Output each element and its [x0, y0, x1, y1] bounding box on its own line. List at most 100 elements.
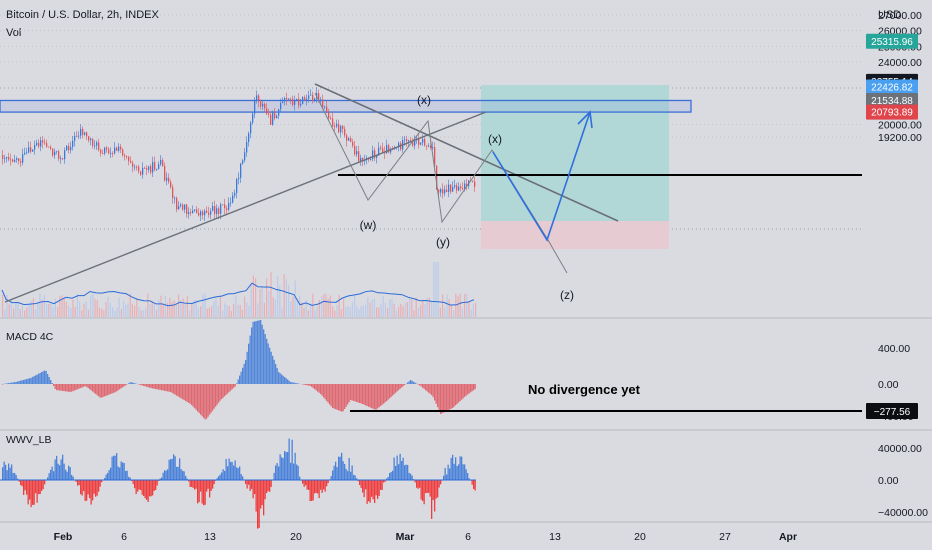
gridlines	[0, 14, 862, 230]
candle-body	[52, 148, 54, 156]
volume-bar	[200, 306, 202, 317]
macd-bar	[144, 384, 146, 387]
wwv-bar	[333, 465, 335, 480]
candle-body	[362, 157, 364, 162]
volume-bar	[332, 306, 334, 317]
macd-bar	[263, 329, 265, 384]
macd-bar	[413, 381, 415, 384]
volume-bar	[431, 301, 433, 317]
candle-body	[214, 206, 216, 214]
candle-body	[360, 157, 362, 161]
candle-body	[276, 115, 278, 119]
candle-body	[382, 148, 384, 153]
macd-bar	[84, 384, 86, 387]
macd-bar	[78, 384, 80, 389]
wwv-bar	[234, 460, 236, 480]
candle-body	[156, 168, 158, 170]
macd-bar	[240, 371, 242, 384]
wwv-bar	[110, 467, 112, 480]
candle-body	[188, 212, 190, 215]
macd-bar	[311, 384, 313, 387]
candle-body	[352, 141, 354, 146]
macd-bar	[200, 384, 202, 415]
wwv-bar	[372, 480, 374, 500]
macd-bar	[458, 384, 460, 403]
candle-body	[146, 168, 148, 170]
candle-body	[278, 109, 280, 116]
volume-bar	[321, 296, 323, 317]
macd-bar	[254, 321, 256, 384]
volume-bar	[107, 296, 109, 317]
wwv-bar	[105, 474, 107, 480]
volume-bar	[140, 310, 142, 317]
wwv-bar	[347, 471, 349, 480]
volume-bar	[129, 293, 131, 317]
wwv-bar	[167, 469, 169, 480]
price-label-box	[866, 104, 918, 120]
macd-bar	[288, 380, 290, 384]
macd-bar	[128, 383, 130, 384]
wwv-bar	[468, 478, 470, 480]
wwv-bar	[81, 480, 83, 496]
wwv-bar	[449, 468, 451, 480]
macd-bar	[44, 370, 46, 384]
macd-bar	[27, 378, 29, 384]
wwv-bar	[374, 480, 376, 504]
volume-bar	[343, 299, 345, 317]
wwv-bar	[83, 480, 85, 492]
macd-bar	[261, 324, 263, 384]
candle-body	[408, 140, 410, 142]
candle-body	[6, 157, 8, 159]
macd-bar	[279, 373, 281, 384]
candle-body	[236, 179, 238, 193]
macd-bar	[63, 384, 65, 392]
candle-body	[292, 99, 294, 105]
wwv-bar	[258, 480, 260, 528]
candle-body	[282, 101, 284, 104]
volume-bar	[235, 295, 237, 317]
macd-bar	[338, 384, 340, 411]
candle-body	[78, 135, 80, 137]
macd-bar	[134, 383, 136, 384]
candle-body	[20, 161, 22, 163]
macd-bar	[147, 384, 149, 388]
volume-bar	[356, 305, 358, 317]
wwv-bar	[354, 475, 356, 480]
volume-bar	[318, 299, 320, 317]
wwv-bar	[201, 480, 203, 504]
candle-body	[340, 125, 342, 133]
volume-bar	[268, 290, 270, 317]
wwv-bar	[231, 462, 233, 480]
wwv-bar	[137, 480, 139, 492]
macd-bar	[74, 384, 76, 391]
macd-bar	[123, 384, 125, 387]
wwv-bar	[402, 457, 404, 480]
wwv-bar	[447, 464, 449, 480]
volume-bar	[204, 293, 206, 317]
candle-body	[258, 95, 260, 102]
macd-bar	[29, 378, 31, 384]
macd-bar	[48, 377, 50, 384]
macd-bar	[386, 384, 388, 402]
macd-bar	[194, 384, 196, 409]
candle-body	[4, 158, 6, 160]
candle-body	[120, 146, 122, 150]
wwv-bar	[473, 480, 475, 490]
time-axis-tick: 6	[121, 531, 127, 543]
volume-bar	[323, 293, 325, 317]
macd-bar	[360, 384, 362, 404]
candle-body	[26, 152, 28, 154]
wwv-bar	[14, 472, 16, 480]
volume-bar	[400, 303, 402, 317]
candle-body	[16, 158, 18, 160]
wwv-bar	[431, 480, 433, 519]
wwv-bar	[104, 477, 106, 480]
wwv-bar	[155, 480, 157, 490]
macd-bar	[117, 384, 119, 391]
macd-bar	[267, 343, 269, 384]
wwv-bar	[210, 480, 212, 491]
macd-bar	[378, 384, 380, 408]
volume-bar	[215, 296, 217, 317]
macd-bar	[452, 384, 454, 408]
